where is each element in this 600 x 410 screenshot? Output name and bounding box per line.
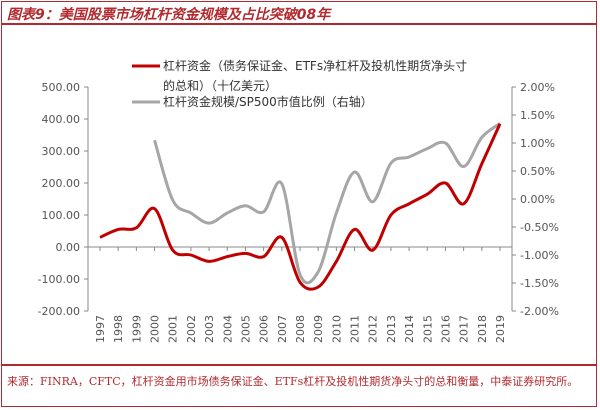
right-axis-tick-label: 0.50% (520, 165, 555, 178)
right-axis-tick-label: 0.00% (520, 193, 555, 206)
x-axis-tick-label: 2018 (476, 315, 489, 343)
x-axis-tick-label: 2016 (439, 315, 452, 343)
x-axis-tick-label: 2002 (185, 315, 198, 343)
left-axis-tick-label: 300.00 (42, 145, 81, 158)
left-axis-tick-label: 500.00 (42, 81, 81, 94)
x-axis-tick-label: 2005 (239, 315, 252, 343)
left-axis-tick-label: 0.00 (56, 241, 81, 254)
x-axis-tick-label: 2015 (421, 315, 434, 343)
x-axis-tick-label: 1997 (94, 315, 107, 343)
leverage-ratio-line (153, 122, 501, 285)
x-axis-tick-label: 2019 (494, 315, 507, 343)
legend-label-ratio: 杠杆资金规模/SP500市值比例（右轴） (163, 94, 373, 109)
x-axis-tick-label: 2007 (276, 315, 289, 343)
x-axis-tick-label: 2017 (458, 315, 471, 343)
x-axis-tick-label: 2004 (221, 315, 234, 343)
right-axis-tick-label: -2.00% (520, 305, 559, 318)
x-axis-tick-label: 2000 (149, 315, 162, 343)
x-axis-tick-label: 2006 (258, 315, 271, 343)
right-axis-tick-label: -1.00% (520, 249, 559, 262)
x-axis-tick-label: 2001 (167, 315, 180, 343)
legend-label-leverage-2: 的总和）（十亿美元） (163, 78, 277, 93)
x-axis-tick-label: 1999 (130, 315, 143, 343)
source-text: 来源：FINRA，CFTC，杠杆资金用市场债务保证金、ETFs杠杆及投机性期货净… (7, 375, 579, 388)
leverage-funds-line (99, 123, 502, 291)
x-axis-tick-label: 2012 (367, 315, 380, 343)
left-axis-tick-label: 400.00 (42, 113, 81, 126)
chart-title: 图表9：美国股票市场杠杆资金规模及占比突破08年 (7, 7, 331, 23)
x-axis-tick-label: 2003 (203, 315, 216, 343)
x-axis-tick-label: 2013 (385, 315, 398, 343)
left-axis-tick-label: -200.00 (38, 305, 80, 318)
x-axis-tick-label: 2008 (294, 315, 307, 343)
right-axis-tick-label: -0.50% (520, 221, 559, 234)
right-axis-tick-label: 2.00% (520, 81, 555, 94)
x-axis-tick-label: 2014 (403, 315, 416, 343)
left-axis-tick-label: 200.00 (42, 177, 81, 190)
title-bar: 图表9：美国股票市场杠杆资金规模及占比突破08年 (1, 1, 597, 25)
x-axis-tick-label: 2011 (349, 315, 362, 343)
right-axis-tick-label: 1.50% (520, 109, 555, 122)
x-axis-tick-label: 2009 (312, 315, 325, 343)
right-axis-tick-label: 1.00% (520, 137, 555, 150)
legend-label-leverage-1: 杠杆资金（债务保证金、ETFs净杠杆及投机性期货净头寸 (163, 58, 467, 73)
x-axis-tick-label: 2010 (330, 315, 343, 343)
x-axis-tick-label: 1998 (112, 315, 125, 343)
left-axis-tick-label: 100.00 (42, 209, 81, 222)
legend: 杠杆资金（债务保证金、ETFs净杠杆及投机性期货净头寸 的总和）（十亿美元） 杠… (132, 58, 467, 109)
left-axis-tick-label: -100.00 (38, 273, 80, 286)
right-axis-tick-label: -1.50% (520, 277, 559, 290)
source-note: 来源：FINRA，CFTC，杠杆资金用市场债务保证金、ETFs杠杆及投机性期货净… (1, 364, 597, 408)
